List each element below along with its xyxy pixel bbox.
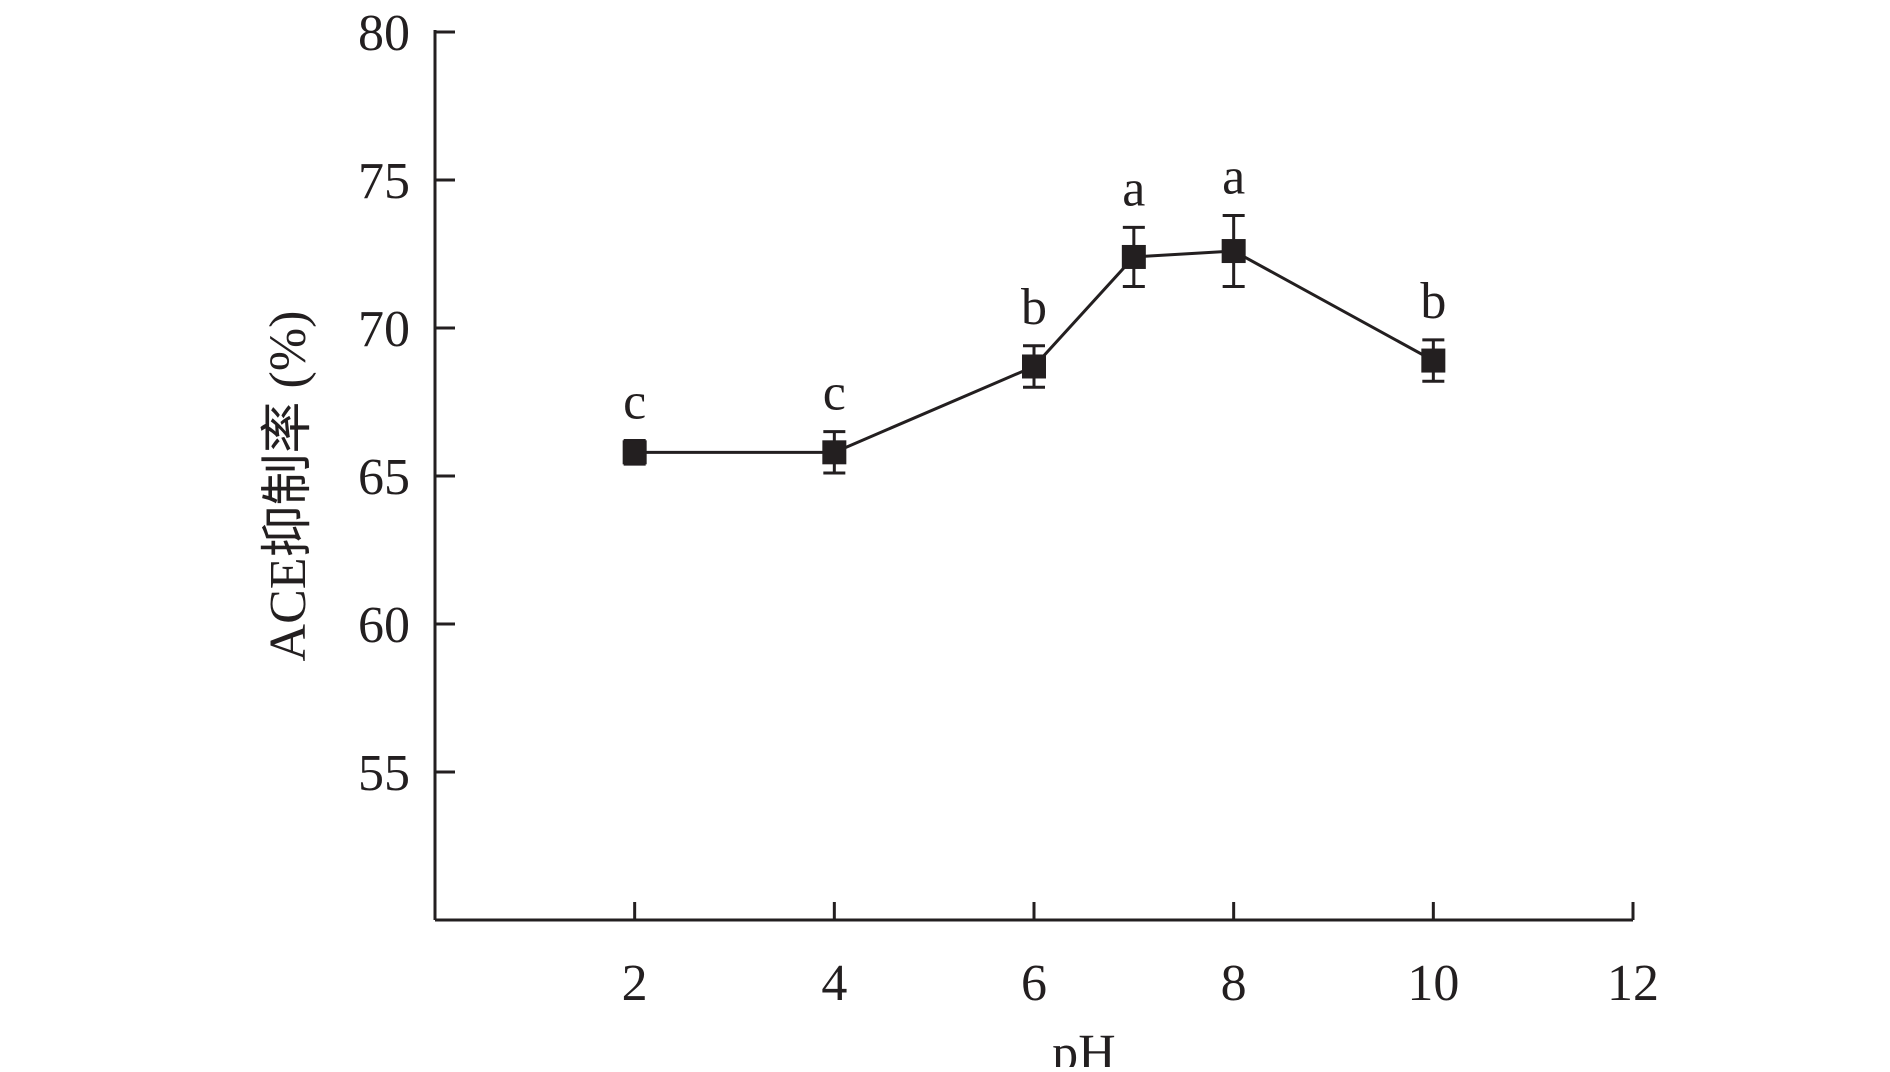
series-line [634,249,1435,454]
axes [433,30,1633,922]
data-point: a [1221,149,1246,289]
significance-label: b [1021,279,1047,336]
data-point: c [822,365,847,475]
y-axis-title: ACE抑制率 (%) [260,311,317,662]
significance-label: c [823,365,846,422]
x-tick-label: 4 [821,955,847,1012]
y-tick-label: 80 [358,5,410,62]
data-point: c [622,373,647,466]
y-tick-label: 70 [358,301,410,358]
data-point: b [1420,273,1446,383]
y-tick-label: 65 [358,449,410,506]
y-tick-label: 55 [358,745,410,802]
square-marker [1022,354,1046,379]
square-marker [1121,244,1146,269]
data-point: a [1121,160,1146,289]
data-point: b [1021,279,1047,389]
significance-label: b [1420,273,1446,330]
x-tick-label: 6 [1021,955,1047,1012]
square-marker [1221,239,1246,264]
x-tick-label: 2 [622,955,648,1012]
x-tick-label: 12 [1607,955,1659,1012]
significance-label: a [1222,149,1245,206]
square-marker [1421,348,1446,373]
y-tick-label: 60 [358,597,410,654]
x-tick-label: 8 [1221,955,1247,1012]
x-axis-title: pH [1052,1025,1116,1067]
significance-label: a [1122,160,1145,217]
square-marker [622,440,647,465]
series: c c b a a b [622,149,1446,475]
ticks: 55 60 65 70 75 80 2 4 6 8 10 12 [358,5,1659,1012]
x-tick-label: 10 [1407,955,1459,1012]
square-marker [822,440,847,465]
significance-label: c [623,373,646,430]
y-tick-label: 75 [358,153,410,210]
